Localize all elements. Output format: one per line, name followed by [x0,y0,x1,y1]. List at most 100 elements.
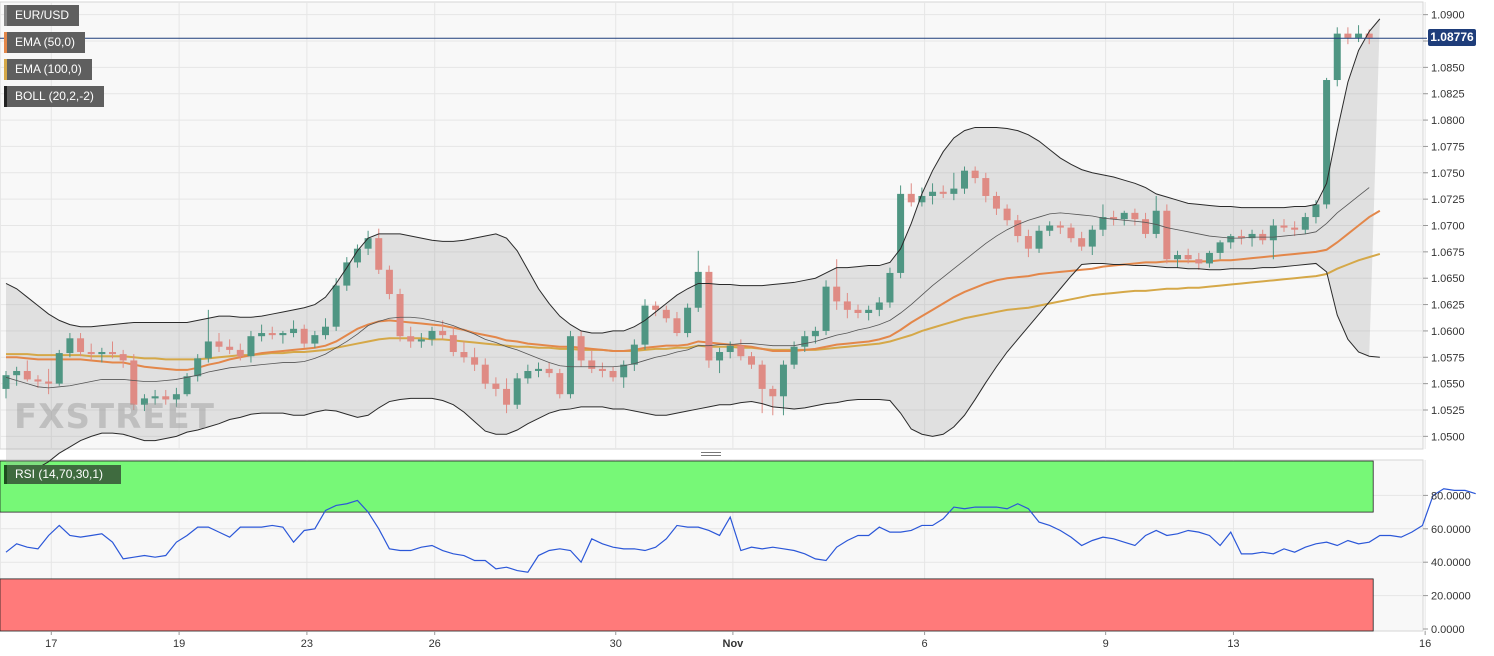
candle [769,385,777,416]
price-tick-label: 1.0600 [1431,326,1465,338]
candle [897,185,905,279]
candle-body [1291,227,1299,230]
legend-ema50[interactable]: EMA (50,0) [4,32,86,53]
candle-body [130,360,138,405]
candle [588,349,596,374]
candle [1035,225,1043,253]
candle [98,347,106,363]
candle [1216,240,1224,260]
candle-body [1355,33,1363,38]
candle-body [1205,252,1213,264]
candle-body [236,349,244,357]
candle [1110,210,1118,226]
candle [162,389,170,405]
candle [353,244,361,268]
candle [716,347,724,374]
candle [843,292,851,319]
candle-body [641,305,649,345]
candle [886,267,894,308]
candle-body [1248,233,1256,239]
candle [300,324,308,348]
candle-body [1003,208,1011,221]
candle-body [162,396,170,400]
pane-resize-handle[interactable] [701,452,721,458]
candle-body [2,375,10,389]
price-tick-label: 1.0650 [1431,273,1465,285]
candle-body [1174,255,1181,260]
time-axis[interactable]: 17 19 23 26 30 Nov 6 9 13 16 [45,631,1431,650]
candle [1291,221,1299,237]
legend-ema100[interactable]: EMA (100,0) [4,59,92,80]
candle-body [322,326,329,336]
candle [1046,221,1054,237]
candle [705,265,713,368]
candle-body [119,354,127,361]
candle-body [918,195,926,203]
candle [1355,25,1363,43]
candlesticks [2,25,1373,416]
bollinger-upper-line [5,18,1381,334]
candle-body [77,338,85,353]
candle [854,304,862,319]
candle-body [790,346,798,365]
candle-body [673,318,681,334]
candle [1344,27,1352,45]
candle-body [290,328,298,334]
candle [748,352,755,369]
candle-body [961,170,968,189]
legend-rsi[interactable]: RSI (14,70,30,1) [4,465,122,484]
candle [1248,229,1256,247]
candle [87,343,95,361]
candle-body [1024,236,1032,249]
candle-body [268,333,276,336]
legend-symbol[interactable]: EUR/USD [4,5,80,26]
candle-body [13,370,21,376]
candle-body [652,305,660,310]
candle-body [811,330,819,337]
candle-body [833,286,841,302]
candle [364,230,372,256]
candle-body [1110,217,1118,220]
candle [737,339,745,361]
candle [2,370,10,399]
candle [556,368,564,399]
candle-body [226,346,234,350]
candle [236,343,244,361]
candle-body [630,344,638,365]
bollinger-fill-area [6,18,1380,473]
candle [992,191,1000,215]
rsi-tick-label: 0.0000 [1431,624,1465,636]
candle-body [109,352,116,355]
candle-body [23,370,31,380]
candle [1088,225,1096,256]
candle-body [897,193,905,273]
candle-body [1365,33,1373,38]
candle [151,389,159,405]
candle-body [684,307,692,334]
candle [343,257,351,291]
candle [428,326,436,346]
price-tick-label: 1.0550 [1431,379,1465,391]
price-tick-label: 1.0675 [1431,247,1465,259]
candle [119,349,127,368]
candle-body [1099,217,1107,230]
rsi-axis[interactable]: 80.0000 60.0000 40.0000 20.0000 0.0000 [1423,490,1471,636]
price-axis[interactable]: 1.09001.08751.08501.08251.08001.07751.07… [1423,10,1465,444]
candle [875,297,883,317]
legend-bollinger[interactable]: BOLL (20,2,-2) [4,86,104,107]
candle-body [779,364,787,397]
candle [311,330,319,348]
candle [1280,219,1288,232]
time-tick-label: 26 [429,638,441,650]
price-tick-label: 1.0750 [1431,168,1465,180]
candle [279,330,287,344]
candle-body [1131,212,1139,220]
candle-body [279,333,287,336]
rsi-oversold-zone [0,578,1374,632]
candle [1205,250,1213,268]
candle [460,341,468,363]
candle [1056,221,1064,234]
candle-body [151,396,159,399]
candle [1227,233,1235,249]
candle [513,373,521,409]
